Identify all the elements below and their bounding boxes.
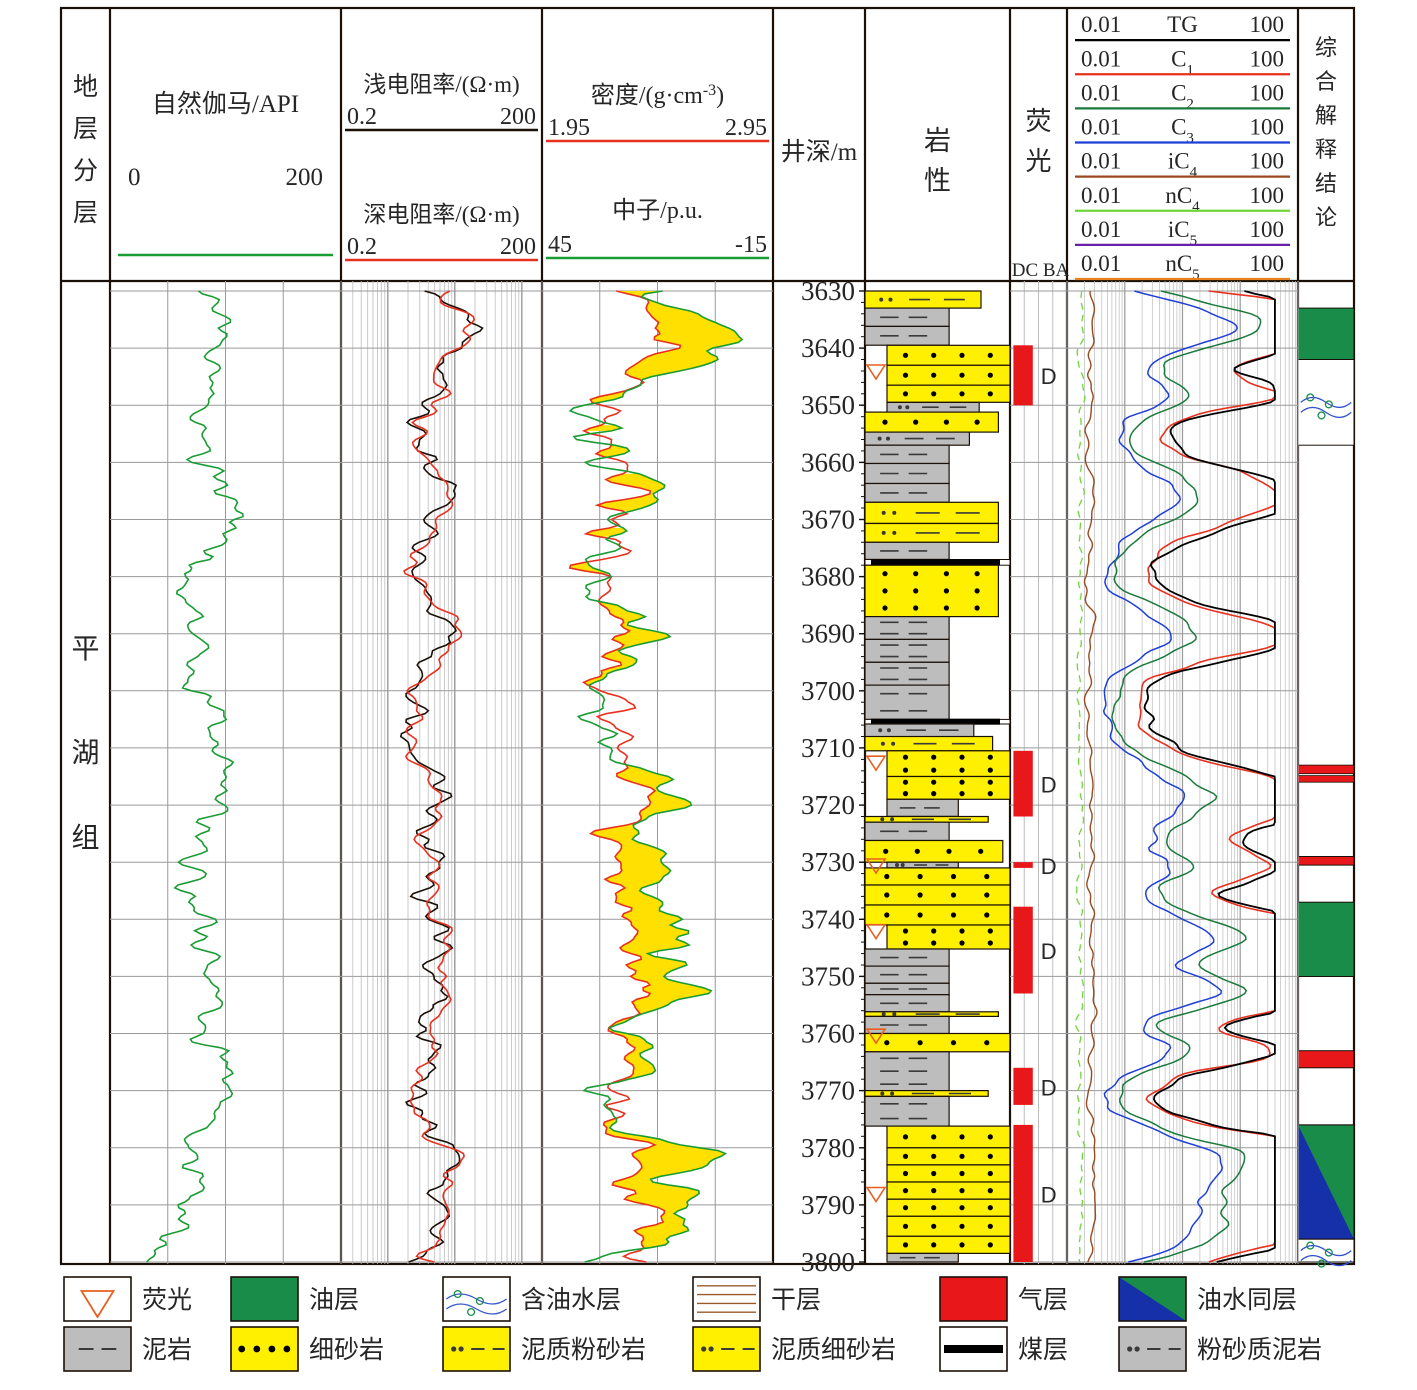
svg-text:结: 结 <box>1315 171 1337 196</box>
svg-text:3670: 3670 <box>801 505 855 535</box>
svg-text:解: 解 <box>1315 103 1337 128</box>
svg-text:0.01: 0.01 <box>1081 12 1121 37</box>
svg-text:0.2: 0.2 <box>347 104 377 130</box>
svg-text:0.01: 0.01 <box>1081 251 1121 276</box>
svg-text:地: 地 <box>73 73 98 101</box>
svg-text:0.01: 0.01 <box>1081 115 1121 140</box>
svg-text:45: 45 <box>548 232 572 258</box>
svg-text:含油水层: 含油水层 <box>521 1286 621 1314</box>
svg-text:100: 100 <box>1250 115 1285 140</box>
svg-text:100: 100 <box>1250 46 1285 71</box>
svg-text:泥质细砂岩: 泥质细砂岩 <box>771 1336 896 1364</box>
svg-text:100: 100 <box>1250 183 1285 208</box>
svg-text:深电阻率/(Ω·m): 深电阻率/(Ω·m) <box>363 202 519 227</box>
svg-text:0.01: 0.01 <box>1081 80 1121 105</box>
svg-text:-15: -15 <box>735 232 767 258</box>
svg-text:3690: 3690 <box>801 619 855 649</box>
svg-text:层: 层 <box>73 115 98 143</box>
svg-text:煤层: 煤层 <box>1018 1336 1068 1364</box>
svg-text:0.2: 0.2 <box>347 234 377 260</box>
svg-text:D: D <box>1041 773 1057 798</box>
svg-text:自然伽马/API: 自然伽马/API <box>152 90 299 118</box>
svg-text:100: 100 <box>1250 80 1285 105</box>
svg-text:油水同层: 油水同层 <box>1197 1286 1297 1314</box>
svg-text:D: D <box>1041 364 1057 389</box>
svg-text:3800: 3800 <box>801 1247 855 1277</box>
svg-text:0: 0 <box>128 164 141 191</box>
svg-text:岩: 岩 <box>924 126 951 156</box>
svg-text:3760: 3760 <box>801 1019 855 1049</box>
svg-text:3720: 3720 <box>801 790 855 820</box>
svg-text:3780: 3780 <box>801 1133 855 1163</box>
svg-text:3770: 3770 <box>801 1076 855 1106</box>
svg-text:3750: 3750 <box>801 961 855 991</box>
svg-text:3740: 3740 <box>801 904 855 934</box>
svg-text:0.01: 0.01 <box>1081 46 1121 71</box>
svg-text:3660: 3660 <box>801 447 855 477</box>
svg-text:0.01: 0.01 <box>1081 217 1121 242</box>
svg-text:细砂岩: 细砂岩 <box>309 1336 384 1364</box>
svg-text:油层: 油层 <box>309 1286 359 1314</box>
svg-text:200: 200 <box>500 104 536 130</box>
svg-text:气层: 气层 <box>1018 1286 1068 1314</box>
svg-text:2.95: 2.95 <box>725 115 767 141</box>
svg-text:泥质粉砂岩: 泥质粉砂岩 <box>521 1336 646 1364</box>
svg-text:3700: 3700 <box>801 676 855 706</box>
svg-text:组: 组 <box>71 822 99 854</box>
svg-text:井深/m: 井深/m <box>781 138 858 166</box>
svg-text:浅电阻率/(Ω·m): 浅电阻率/(Ω·m) <box>363 72 519 97</box>
svg-text:合: 合 <box>1315 69 1337 94</box>
svg-text:性: 性 <box>924 166 951 196</box>
svg-text:D: D <box>1041 1183 1057 1208</box>
svg-text:100: 100 <box>1250 12 1285 37</box>
svg-text:3650: 3650 <box>801 390 855 420</box>
svg-text:1.95: 1.95 <box>548 115 590 141</box>
svg-text:湖: 湖 <box>71 738 99 769</box>
svg-text:荧光: 荧光 <box>142 1286 192 1314</box>
svg-text:平: 平 <box>71 634 99 665</box>
svg-text:3640: 3640 <box>801 333 855 363</box>
svg-text:100: 100 <box>1250 149 1285 174</box>
svg-text:3790: 3790 <box>801 1190 855 1220</box>
svg-text:3710: 3710 <box>801 733 855 763</box>
svg-text:TG: TG <box>1167 12 1198 37</box>
svg-text:D: D <box>1041 854 1057 879</box>
svg-text:DC BA: DC BA <box>1012 260 1070 281</box>
svg-text:粉砂质泥岩: 粉砂质泥岩 <box>1197 1336 1322 1364</box>
svg-text:综: 综 <box>1315 35 1337 60</box>
svg-text:0.01: 0.01 <box>1081 149 1121 174</box>
svg-text:荧: 荧 <box>1025 106 1051 136</box>
svg-text:D: D <box>1041 939 1057 964</box>
svg-text:论: 论 <box>1315 205 1337 230</box>
svg-text:100: 100 <box>1250 251 1285 276</box>
svg-text:3730: 3730 <box>801 847 855 877</box>
svg-text:光: 光 <box>1025 146 1051 176</box>
svg-text:D: D <box>1041 1075 1057 1100</box>
svg-text:200: 200 <box>500 234 536 260</box>
svg-text:0.01: 0.01 <box>1081 183 1121 208</box>
svg-text:干层: 干层 <box>771 1287 821 1314</box>
svg-text:100: 100 <box>1250 217 1285 242</box>
svg-text:3680: 3680 <box>801 562 855 592</box>
svg-text:释: 释 <box>1315 137 1337 162</box>
svg-text:中子/p.u.: 中子/p.u. <box>612 197 703 224</box>
svg-text:3630: 3630 <box>801 276 855 306</box>
svg-text:分: 分 <box>73 157 98 185</box>
svg-text:200: 200 <box>286 164 324 191</box>
svg-text:泥岩: 泥岩 <box>142 1336 192 1364</box>
svg-text:层: 层 <box>73 199 98 227</box>
